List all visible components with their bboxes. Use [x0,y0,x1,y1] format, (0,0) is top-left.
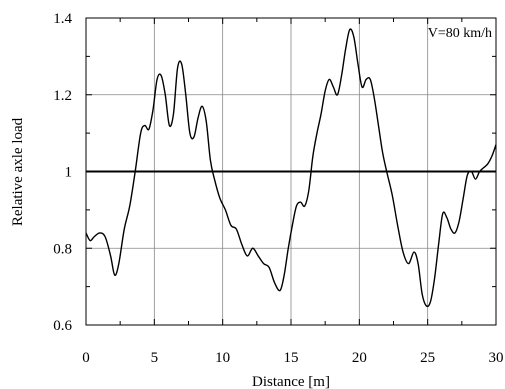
series-line [85,28,497,308]
x-axis-label: Distance [m] [252,374,330,389]
x-tick-label: 0 [82,350,90,366]
x-tick-label: 15 [284,350,299,366]
plot-frame [85,17,497,326]
x-tick-label: 25 [420,350,435,366]
x-tick-label: 10 [215,350,230,366]
x-tick-labels: 0 5 10 15 20 25 30 [82,350,503,366]
y-tick-label: 1.2 [53,88,72,104]
y-tick-label: 0.6 [53,318,72,334]
y-tick-label: 1 [65,165,73,181]
speed-annotation: V=80 km/h [428,26,492,41]
y-axis-label: Relative axle load [10,117,26,226]
x-tick-label: 5 [151,350,159,366]
x-tick-label: 20 [352,350,367,366]
y-tick-label: 1.4 [53,11,72,27]
y-tick-labels: 0.6 0.8 1 1.2 1.4 [53,11,72,334]
y-tick-label: 0.8 [53,241,72,257]
x-tick-label: 30 [489,350,504,366]
